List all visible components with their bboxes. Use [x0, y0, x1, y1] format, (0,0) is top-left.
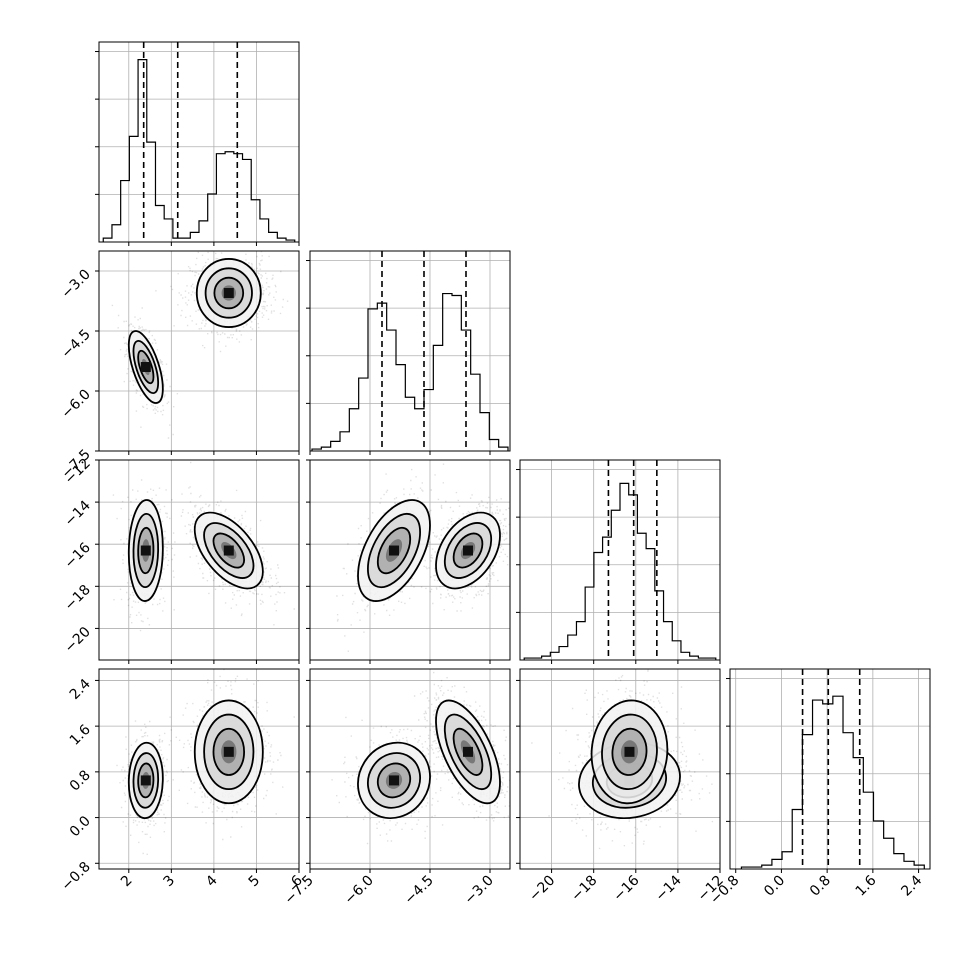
scatter-panel-p0-p1: −7.5−6.0−4.5−3.0 — [58, 250, 300, 482]
panel-frame — [309, 250, 511, 452]
y-tick-label: −3.0 — [58, 267, 93, 302]
histogram-p1 — [311, 292, 509, 451]
histogram-panel-p3: −0.8 0.0 0.8 1.6 2.4 — [707, 668, 931, 908]
density-layer — [116, 669, 299, 855]
y-tick-label: −0.8 — [58, 859, 93, 894]
y-tick-label: 0.0 — [67, 813, 94, 840]
density-peak — [140, 545, 151, 556]
y-tick-label: −14 — [62, 498, 94, 530]
histogram-p2 — [523, 482, 717, 660]
density-peak — [223, 746, 234, 757]
density-peak — [463, 746, 473, 757]
x-tick-label: 5 — [246, 873, 264, 891]
x-tick-label: −3.0 — [461, 873, 496, 908]
panel-frame — [519, 668, 721, 870]
x-tick-label: 0.0 — [761, 873, 788, 900]
histogram-p3 — [740, 695, 925, 869]
y-tick-label: −16 — [62, 540, 94, 572]
x-tick-label: −7.5 — [281, 873, 316, 908]
density-peak — [389, 545, 399, 556]
y-tick-label: 0.8 — [67, 767, 94, 794]
panel-frame — [98, 459, 300, 661]
density-peak — [624, 746, 635, 757]
density-layer — [336, 463, 510, 652]
histogram-panel-p0 — [95, 41, 300, 246]
y-tick-label: −6.0 — [58, 387, 93, 422]
x-tick-label: 3 — [161, 873, 179, 891]
y-tick-label: 1.6 — [67, 722, 94, 749]
density-peak — [140, 775, 151, 786]
panel-frame — [309, 459, 511, 661]
scatter-panel-p1-p2 — [306, 459, 511, 664]
histogram-p0 — [102, 59, 296, 242]
density-layer — [112, 461, 295, 632]
x-tick-label: 1.6 — [853, 872, 880, 899]
panel-frame — [729, 668, 931, 870]
density-peak — [223, 288, 234, 298]
scatter-panel-p0-p3: 2 3 4 5 6−0.80.00.81.62.4 — [58, 668, 306, 894]
y-tick-label: −20 — [62, 624, 94, 656]
scatter-panel-p2-p3: −20 −18 −16 −14 −12 — [516, 668, 727, 905]
panel-frame — [309, 668, 511, 870]
density-peak — [223, 545, 234, 556]
y-tick-label: −4.5 — [58, 327, 93, 362]
x-tick-label: −18 — [568, 873, 600, 905]
y-tick-label: 2.4 — [67, 676, 94, 703]
density-layer — [531, 669, 714, 850]
density-peak — [389, 775, 399, 786]
x-tick-label: −4.5 — [401, 873, 436, 908]
scatter-panel-p1-p3: −7.5 −6.0 −4.5 −3.0 — [281, 668, 511, 908]
panel-frame — [98, 41, 300, 243]
panel-frame — [98, 668, 300, 870]
y-tick-label: −18 — [62, 582, 94, 614]
x-tick-label: −6.0 — [341, 873, 376, 908]
density-peak — [140, 362, 151, 372]
x-tick-label: −16 — [610, 872, 642, 904]
panel-frame — [519, 459, 721, 661]
x-tick-label: −14 — [653, 872, 685, 904]
sample-points — [112, 461, 295, 632]
panel-frame — [98, 250, 300, 452]
x-tick-label: 4 — [203, 872, 221, 890]
density-layer — [331, 669, 510, 845]
scatter-panel-p0-p2: −20−18−16−14−12 — [62, 456, 300, 664]
x-tick-label: 2 — [118, 873, 136, 891]
x-tick-label: 0.8 — [807, 873, 834, 900]
x-tick-label: 2.4 — [898, 872, 925, 899]
histogram-panel-p2 — [516, 459, 721, 664]
histogram-panel-p1 — [306, 250, 511, 455]
density-layer — [111, 251, 289, 439]
x-tick-label: −20 — [526, 873, 558, 905]
density-peak — [463, 545, 473, 556]
